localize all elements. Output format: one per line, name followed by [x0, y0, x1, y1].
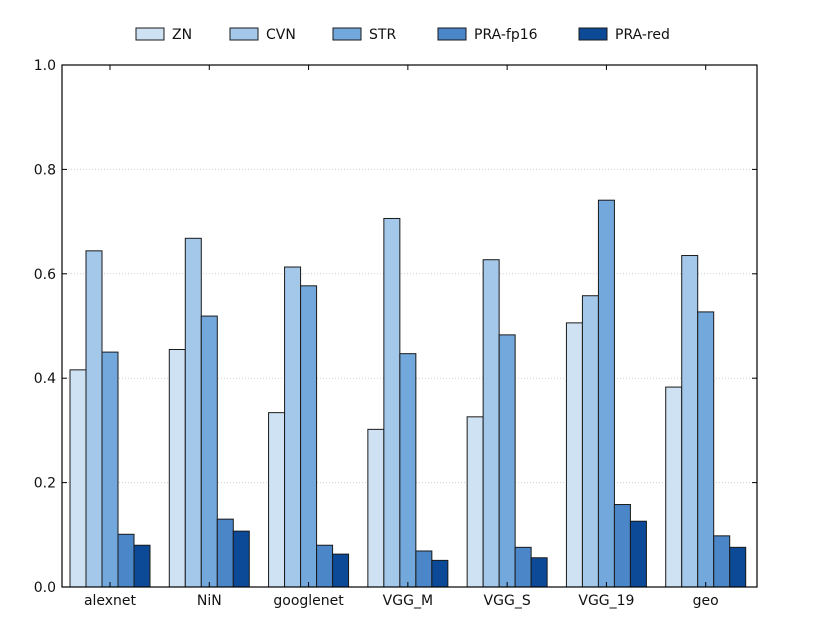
- x-tick-label: googlenet: [273, 593, 344, 609]
- bar-str-geo: [697, 311, 715, 588]
- bar-pra-red-googlenet: [332, 553, 350, 588]
- plot-frame: [61, 64, 758, 588]
- bar-pra-fp16-alexnet: [117, 533, 135, 588]
- legend-label-cvn: CVN: [266, 27, 296, 43]
- bar-pra-red-vgg_19: [629, 520, 647, 588]
- bar-pra-fp16-vgg_m: [415, 550, 433, 588]
- legend-swatch-pra-red: [578, 27, 608, 41]
- bar-cvn-geo: [681, 255, 699, 588]
- legend-label-pra-fp16: PRA-fp16: [474, 27, 538, 43]
- x-tick-label: VGG_S: [484, 593, 531, 609]
- bar-pra-fp16-geo: [713, 535, 731, 588]
- bar-cvn-vgg_m: [383, 217, 401, 588]
- bar-pra-fp16-vgg_s: [514, 546, 532, 588]
- legend-swatch-cvn: [229, 27, 259, 41]
- bar-cvn-vgg_19: [581, 295, 599, 588]
- bar-str-alexnet: [101, 351, 119, 588]
- bar-cvn-googlenet: [284, 266, 302, 588]
- bar-zn-alexnet: [69, 369, 87, 588]
- bar-zn-vgg_s: [466, 416, 484, 588]
- bar-zn-vgg_m: [367, 428, 385, 588]
- bar-zn-googlenet: [268, 412, 286, 588]
- x-tick-label: NiN: [197, 593, 222, 609]
- bar-cvn-alexnet: [85, 250, 103, 588]
- y-tick-label: 0.4: [34, 371, 56, 387]
- legend: ZN CVN STR PRA-fp16 PRA-red: [135, 27, 670, 43]
- y-tick-label: 1.0: [34, 58, 56, 74]
- y-tick-label: 0.2: [34, 476, 56, 492]
- y-tick-label: 0.6: [34, 267, 56, 283]
- x-tick-label: alexnet: [84, 593, 137, 609]
- grid-lines: [62, 168, 757, 484]
- legend-label-pra-red: PRA-red: [615, 27, 670, 43]
- bar-zn-vgg_19: [565, 322, 583, 588]
- bar-str-vgg_s: [498, 334, 516, 588]
- legend-swatch-zn: [135, 27, 165, 41]
- bar-pra-red-nin: [232, 530, 250, 588]
- bar-str-vgg_19: [597, 199, 615, 588]
- bar-pra-red-vgg_s: [530, 557, 548, 588]
- bar-str-vgg_m: [399, 353, 417, 588]
- legend-swatch-pra-fp16: [437, 27, 467, 41]
- legend-label-zn: ZN: [172, 27, 192, 43]
- x-axis-ticks: alexnet NiN googlenet VGG_M VGG_S VGG_19 geo: [84, 65, 719, 609]
- x-tick-label: VGG_M: [383, 593, 433, 609]
- legend-swatch-str: [332, 27, 362, 41]
- x-tick-label: geo: [693, 593, 719, 609]
- bars: [69, 199, 747, 588]
- bar-pra-red-vgg_m: [431, 559, 449, 588]
- y-axis-ticks: 0.0 0.2 0.4 0.6 0.8 1.0: [34, 58, 757, 596]
- bar-str-googlenet: [300, 285, 318, 588]
- y-tick-label: 0.0: [34, 580, 56, 596]
- bar-zn-geo: [665, 386, 683, 588]
- bar-pra-red-geo: [729, 546, 747, 588]
- bar-pra-fp16-vgg_19: [613, 504, 631, 588]
- bar-cvn-nin: [184, 237, 202, 588]
- legend-label-str: STR: [369, 27, 396, 43]
- y-tick-label: 0.8: [34, 162, 56, 178]
- bar-pra-red-alexnet: [133, 544, 151, 588]
- bar-zn-nin: [168, 348, 186, 588]
- bar-cvn-vgg_s: [482, 259, 500, 588]
- bar-str-nin: [200, 315, 218, 588]
- bar-pra-fp16-googlenet: [316, 544, 334, 588]
- bar-pra-fp16-nin: [216, 518, 234, 588]
- x-tick-label: VGG_19: [578, 593, 634, 609]
